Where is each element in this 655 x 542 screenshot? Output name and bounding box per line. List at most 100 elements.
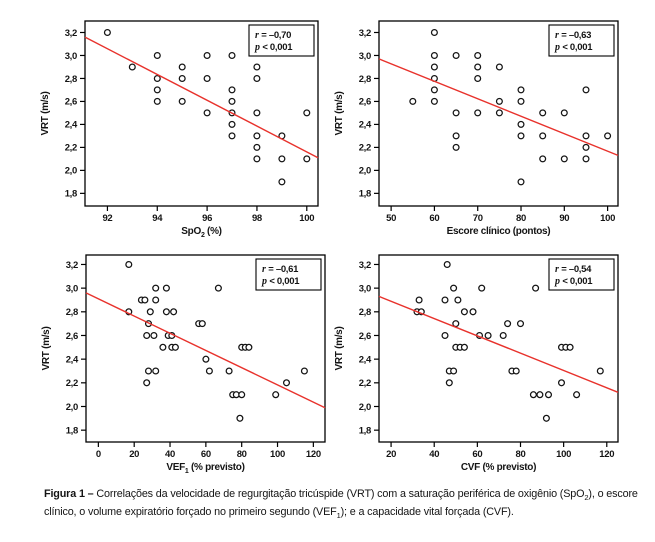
data-point <box>228 51 236 60</box>
x-tick-label: 70 <box>473 213 483 224</box>
trend-line <box>378 295 619 393</box>
x-tick-label: 0 <box>96 449 101 460</box>
y-tick-label: 3,2 <box>65 28 77 39</box>
data-point <box>539 132 547 140</box>
data-point <box>445 379 453 387</box>
caption-subscript-1: 2 <box>584 493 589 503</box>
data-point <box>478 284 486 292</box>
x-tick-label: 60 <box>201 449 211 460</box>
data-point <box>171 343 179 351</box>
data-point <box>282 379 291 387</box>
data-point <box>454 296 462 304</box>
data-point <box>560 109 568 117</box>
y-tick-label: 2,8 <box>65 74 77 85</box>
x-axis-title: SpO2 (%) <box>181 226 221 239</box>
data-point <box>573 391 581 399</box>
x-tick-label: 90 <box>559 213 569 224</box>
data-point <box>517 120 525 128</box>
y-tick-label: 1,8 <box>66 425 78 436</box>
y-tick-label: 2,8 <box>359 74 371 85</box>
data-point <box>529 391 537 399</box>
data-point <box>162 308 170 316</box>
data-point <box>566 343 574 351</box>
data-point <box>253 155 261 163</box>
data-point <box>504 320 512 328</box>
data-point <box>128 63 136 71</box>
caption-subscript-2: 1 <box>336 511 341 521</box>
data-point <box>582 132 590 140</box>
data-point <box>245 343 253 351</box>
data-point <box>512 367 520 375</box>
data-point <box>159 343 167 351</box>
y-tick-label: 2,6 <box>359 97 371 108</box>
data-point <box>474 74 482 83</box>
panel-vef1: 0 20 40 60 80 100 120 1,8 2,0 2,2 2,4 2,6 2,8 3,0 3,2 r… <box>41 254 326 475</box>
x-tick-label: 96 <box>202 213 212 224</box>
data-point <box>152 367 160 375</box>
y-tick-label: 3,0 <box>65 51 77 62</box>
x-tick-label: 60 <box>472 449 482 460</box>
stats-line: p < 0,001 <box>554 276 593 287</box>
x-axis-title: CVF (% previsto) <box>461 462 536 473</box>
data-point <box>542 414 550 422</box>
data-point <box>517 86 525 94</box>
scatter-plot-grid: 92 94 96 98 100 1,8 2,0 2,2 2,4 2,6 2,8 3,0 3,2 r = –… <box>40 20 619 475</box>
x-tick-label: 40 <box>429 449 439 460</box>
data-point <box>153 74 161 83</box>
data-point <box>103 28 111 37</box>
data-point <box>125 260 133 269</box>
data-point <box>536 391 544 399</box>
data-point <box>170 308 178 316</box>
stats-line: p < 0,001 <box>254 42 293 53</box>
trend-line <box>85 292 326 409</box>
panel-spo2: 92 94 96 98 100 1,8 2,0 2,2 2,4 2,6 2,8 3,0 3,2 r = –… <box>40 20 319 239</box>
stats-box <box>255 258 322 291</box>
y-tick-label: 2,2 <box>359 143 371 154</box>
data-point <box>253 63 261 71</box>
data-point <box>198 320 206 328</box>
y-tick-label: 2,0 <box>359 166 371 177</box>
stats-line: p < 0,001 <box>554 42 593 53</box>
x-tick-label: 92 <box>102 213 112 224</box>
data-point <box>469 308 477 316</box>
data-point <box>278 178 286 186</box>
data-point <box>143 331 151 340</box>
data-point <box>144 367 153 375</box>
data-point <box>460 343 468 351</box>
data-point <box>238 391 246 399</box>
data-point <box>272 391 280 399</box>
y-tick-label: 2,0 <box>66 402 78 413</box>
data-point <box>452 320 460 328</box>
x-tick-label: 100 <box>556 449 571 460</box>
data-point <box>253 109 261 117</box>
x-tick-label: 120 <box>306 449 321 460</box>
data-point <box>178 63 186 71</box>
data-point <box>452 132 460 140</box>
data-point <box>495 109 503 117</box>
y-axis-title: VRT (m/s) <box>40 92 51 136</box>
data-point <box>441 296 449 304</box>
x-tick-label: 60 <box>429 213 439 224</box>
x-tick-label: 100 <box>270 449 285 460</box>
data-point <box>146 308 154 316</box>
y-tick-label: 2,2 <box>66 378 78 389</box>
x-axis-title: Escore clínico (pontos) <box>447 226 551 237</box>
data-point <box>253 132 261 140</box>
data-point <box>582 143 590 151</box>
data-point <box>203 109 211 117</box>
data-point <box>430 28 438 37</box>
data-point <box>452 143 460 151</box>
stats-line: r = –0,63 <box>555 30 591 41</box>
stats-box <box>248 24 315 57</box>
data-point <box>560 155 568 163</box>
data-point <box>517 178 525 186</box>
data-point <box>495 63 503 71</box>
data-point <box>203 51 211 60</box>
y-tick-label: 3,2 <box>359 260 371 271</box>
data-point <box>441 331 449 340</box>
plot-border <box>84 20 319 207</box>
trend-line <box>378 58 619 157</box>
data-point <box>153 86 161 94</box>
x-tick-label: 98 <box>252 213 262 224</box>
